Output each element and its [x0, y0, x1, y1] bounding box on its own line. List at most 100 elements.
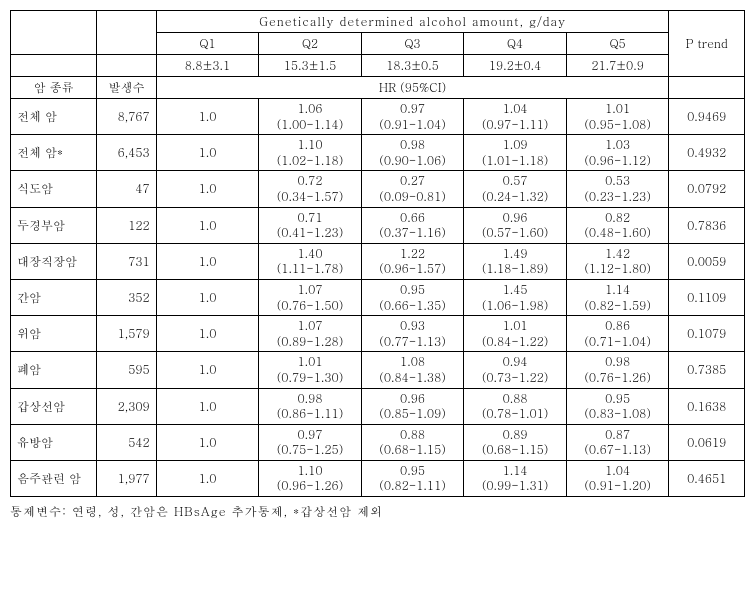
q5-cell: 0.86(0.71-1.04) [566, 316, 669, 352]
q2-cell: 1.10(1.02-1.18) [259, 135, 362, 171]
header-row-title: Genetically determined alcohol amount, g… [11, 11, 745, 33]
ptrend-cell: 0.4651 [669, 460, 745, 496]
q4-label: Q4 [464, 33, 567, 55]
q2-cell: 0.98(0.86-1.11) [259, 388, 362, 424]
table-row: 전체 암8,7671.01.06(1.00-1.14)0.97(0.91-1.0… [11, 99, 745, 135]
q5-cell: 1.04(0.91-1.20) [566, 460, 669, 496]
count-cell: 1,579 [97, 316, 156, 352]
q2-cell: 0.72(0.34-1.57) [259, 171, 362, 207]
q4-cell: 0.89(0.68-1.15) [464, 424, 567, 460]
count-cell: 47 [97, 171, 156, 207]
ptrend-header: P trend [669, 11, 745, 77]
footnote: 통제변수: 연령, 성, 간암은 HBsAge 추가통제, *갑상선암 제외 [10, 503, 745, 520]
cancer-name: 간암 [11, 279, 97, 315]
header-title: Genetically determined alcohol amount, g… [156, 11, 669, 33]
q1-value: 8.8±3.1 [156, 55, 259, 77]
cancer-name: 전체 암* [11, 135, 97, 171]
q1-cell: 1.0 [156, 207, 259, 243]
cancer-name: 전체 암 [11, 99, 97, 135]
cancer-name: 음주관련 암 [11, 460, 97, 496]
cancer-name: 갑상선암 [11, 388, 97, 424]
header-row-vals: 8.8±3.1 15.3±1.5 18.3±0.5 19.2±0.4 21.7±… [11, 55, 745, 77]
q3-cell: 0.27(0.09-0.81) [361, 171, 464, 207]
q4-cell: 1.14(0.99-1.31) [464, 460, 567, 496]
table-row: 두경부암1221.00.71(0.41-1.23)0.66(0.37-1.16)… [11, 207, 745, 243]
q1-cell: 1.0 [156, 388, 259, 424]
ptrend-cell: 0.0792 [669, 171, 745, 207]
q3-cell: 0.95(0.82-1.11) [361, 460, 464, 496]
q1-cell: 1.0 [156, 352, 259, 388]
q2-value: 15.3±1.5 [259, 55, 362, 77]
count-cell: 1,977 [97, 460, 156, 496]
table-row: 갑상선암2,3091.00.98(0.86-1.11)0.96(0.85-1.0… [11, 388, 745, 424]
q4-cell: 0.96(0.57-1.60) [464, 207, 567, 243]
table-row: 간암3521.01.07(0.76-1.50)0.95(0.66-1.35)1.… [11, 279, 745, 315]
q5-cell: 0.87(0.67-1.13) [566, 424, 669, 460]
q5-cell: 0.95(0.83-1.08) [566, 388, 669, 424]
q5-cell: 1.03(0.96-1.12) [566, 135, 669, 171]
table-row: 위암1,5791.01.07(0.89-1.28)0.93(0.77-1.13)… [11, 316, 745, 352]
ptrend-cell: 0.7385 [669, 352, 745, 388]
ptrend-cell: 0.7836 [669, 207, 745, 243]
q4-cell: 1.45(1.06-1.98) [464, 279, 567, 315]
q3-cell: 0.96(0.85-1.09) [361, 388, 464, 424]
cancer-name: 폐암 [11, 352, 97, 388]
count-header: 발생수 [97, 77, 156, 99]
table-row: 대장직장암7311.01.40(1.11-1.78)1.22(0.96-1.57… [11, 243, 745, 279]
q2-cell: 1.06(1.00-1.14) [259, 99, 362, 135]
cancer-name: 대장직장암 [11, 243, 97, 279]
q3-cell: 0.66(0.37-1.16) [361, 207, 464, 243]
table-row: 식도암471.00.72(0.34-1.57)0.27(0.09-0.81)0.… [11, 171, 745, 207]
q5-cell: 0.82(0.48-1.60) [566, 207, 669, 243]
q3-value: 18.3±0.5 [361, 55, 464, 77]
count-cell: 352 [97, 279, 156, 315]
cancer-name: 위암 [11, 316, 97, 352]
q2-cell: 0.97(0.75-1.25) [259, 424, 362, 460]
count-cell: 8,767 [97, 99, 156, 135]
q5-cell: 0.53(0.23-1.23) [566, 171, 669, 207]
q2-cell: 1.07(0.89-1.28) [259, 316, 362, 352]
q1-cell: 1.0 [156, 135, 259, 171]
count-cell: 542 [97, 424, 156, 460]
count-cell: 595 [97, 352, 156, 388]
q1-cell: 1.0 [156, 243, 259, 279]
cancer-name: 식도암 [11, 171, 97, 207]
q1-cell: 1.0 [156, 279, 259, 315]
count-cell: 2,309 [97, 388, 156, 424]
q3-cell: 1.22(0.96-1.57) [361, 243, 464, 279]
q3-cell: 0.93(0.77-1.13) [361, 316, 464, 352]
count-cell: 731 [97, 243, 156, 279]
ptrend-cell: 0.0619 [669, 424, 745, 460]
q1-label: Q1 [156, 33, 259, 55]
q5-label: Q5 [566, 33, 669, 55]
q4-cell: 1.09(1.01-1.18) [464, 135, 567, 171]
ptrend-cell: 0.9469 [669, 99, 745, 135]
table-row: 전체 암*6,4531.01.10(1.02-1.18)0.98(0.90-1.… [11, 135, 745, 171]
q1-cell: 1.0 [156, 424, 259, 460]
q1-cell: 1.0 [156, 460, 259, 496]
table-row: 유방암5421.00.97(0.75-1.25)0.88(0.68-1.15)0… [11, 424, 745, 460]
q5-value: 21.7±0.9 [566, 55, 669, 77]
cancer-name: 유방암 [11, 424, 97, 460]
ptrend-cell: 0.0059 [669, 243, 745, 279]
table-row: 음주관련 암1,9771.01.10(0.96-1.26)0.95(0.82-1… [11, 460, 745, 496]
q5-cell: 1.01(0.95-1.08) [566, 99, 669, 135]
q4-cell: 0.88(0.78-1.01) [464, 388, 567, 424]
header-row-sub: 암 종류 발생수 HR (95%CI) [11, 77, 745, 99]
cancer-name: 두경부암 [11, 207, 97, 243]
q3-cell: 0.88(0.68-1.15) [361, 424, 464, 460]
q4-cell: 1.49(1.18-1.89) [464, 243, 567, 279]
count-cell: 6,453 [97, 135, 156, 171]
q2-cell: 1.10(0.96-1.26) [259, 460, 362, 496]
table-row: 폐암5951.01.01(0.79-1.30)1.08(0.84-1.38) 0.… [11, 352, 745, 388]
q4-cell: 1.04(0.97-1.11) [464, 99, 567, 135]
q2-cell: 1.01(0.79-1.30) [259, 352, 362, 388]
q5-cell: 1.14(0.82-1.59) [566, 279, 669, 315]
q4-value: 19.2±0.4 [464, 55, 567, 77]
q3-cell: 0.98(0.90-1.06) [361, 135, 464, 171]
q3-cell: 0.95(0.66-1.35) [361, 279, 464, 315]
q4-cell: 0.57(0.24-1.32) [464, 171, 567, 207]
q2-cell: 0.71(0.41-1.23) [259, 207, 362, 243]
q3-cell: 1.08(0.84-1.38) [361, 352, 464, 388]
cancer-type-header: 암 종류 [11, 77, 97, 99]
